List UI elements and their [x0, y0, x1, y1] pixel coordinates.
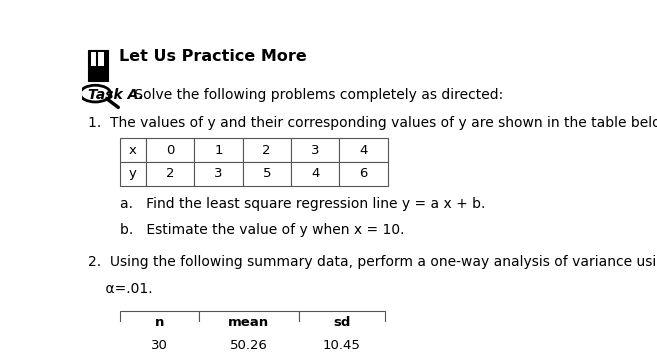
Bar [339, 138, 388, 162]
Bar [298, 311, 385, 334]
Text: Task A.: Task A. [88, 88, 144, 102]
Text: a.   Find the least square regression line y = a x + b.: a. Find the least square regression line… [120, 197, 486, 211]
Text: 4: 4 [311, 167, 319, 180]
Bar [146, 138, 194, 162]
Bar [242, 138, 291, 162]
Bar [120, 357, 199, 362]
Text: mean: mean [229, 316, 269, 329]
FancyBboxPatch shape [91, 52, 104, 66]
Text: 50.26: 50.26 [230, 339, 268, 352]
Text: Let Us Practice More: Let Us Practice More [119, 49, 307, 64]
Text: sd: sd [333, 316, 350, 329]
Bar [199, 334, 298, 357]
Bar [199, 311, 298, 334]
Text: 3: 3 [311, 144, 319, 156]
Text: 10.45: 10.45 [323, 339, 361, 352]
Bar [291, 138, 339, 162]
Bar [194, 138, 242, 162]
Text: 5: 5 [262, 167, 271, 180]
Bar [194, 162, 242, 186]
Text: 30: 30 [151, 339, 168, 352]
Bar [298, 357, 385, 362]
Text: 1.  The values of y and their corresponding values of y are shown in the table b: 1. The values of y and their correspondi… [88, 116, 657, 130]
Text: 1: 1 [214, 144, 223, 156]
FancyBboxPatch shape [88, 50, 108, 81]
Bar [120, 311, 199, 334]
Bar [242, 162, 291, 186]
Bar [120, 334, 199, 357]
Text: 4: 4 [359, 144, 368, 156]
Bar [291, 162, 339, 186]
Text: 0: 0 [166, 144, 174, 156]
Text: 2.  Using the following summary data, perform a one-way analysis of variance usi: 2. Using the following summary data, per… [88, 255, 657, 269]
Bar [199, 357, 298, 362]
Text: α=.01.: α=.01. [88, 282, 153, 296]
Text: Solve the following problems completely as directed:: Solve the following problems completely … [130, 88, 503, 102]
Text: x: x [129, 144, 137, 156]
Text: b.   Estimate the value of y when x = 10.: b. Estimate the value of y when x = 10. [120, 223, 405, 237]
Text: 2: 2 [262, 144, 271, 156]
Text: n: n [155, 316, 164, 329]
Text: 6: 6 [359, 167, 368, 180]
Text: 2: 2 [166, 167, 174, 180]
Text: y: y [129, 167, 137, 180]
Bar [339, 162, 388, 186]
Bar [298, 334, 385, 357]
Text: 3: 3 [214, 167, 223, 180]
Bar [146, 162, 194, 186]
Circle shape [80, 85, 110, 102]
Bar [120, 162, 146, 186]
Bar [120, 138, 146, 162]
